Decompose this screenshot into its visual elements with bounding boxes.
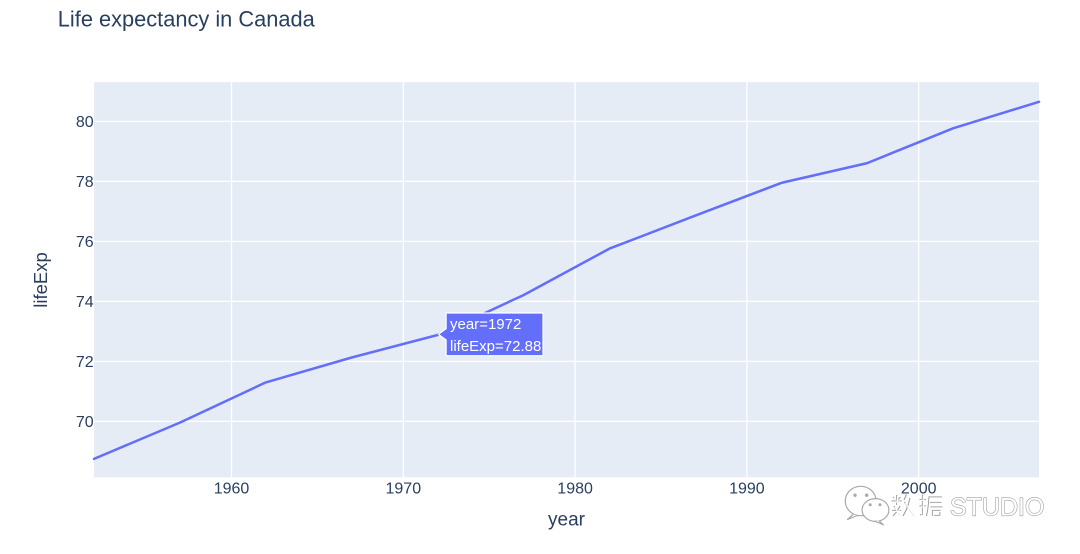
svg-text:74: 74: [76, 294, 94, 311]
svg-text:lifeExp=72.88: lifeExp=72.88: [450, 338, 541, 355]
svg-text:2000: 2000: [901, 481, 937, 498]
svg-text:78: 78: [76, 174, 94, 191]
svg-text:lifeExp: lifeExp: [30, 252, 51, 308]
svg-text:76: 76: [76, 234, 94, 251]
svg-text:STUDIO: STUDIO: [950, 493, 1044, 521]
svg-text:1970: 1970: [386, 481, 422, 498]
svg-text:year: year: [548, 510, 586, 531]
svg-text:1990: 1990: [729, 481, 765, 498]
svg-text:year=1972: year=1972: [450, 316, 521, 333]
svg-text:80: 80: [76, 114, 94, 131]
svg-text:72: 72: [76, 354, 94, 371]
svg-text:Life expectancy in Canada: Life expectancy in Canada: [58, 6, 316, 31]
svg-text:1960: 1960: [214, 481, 250, 498]
svg-text:1980: 1980: [557, 481, 593, 498]
svg-text:70: 70: [76, 414, 94, 431]
